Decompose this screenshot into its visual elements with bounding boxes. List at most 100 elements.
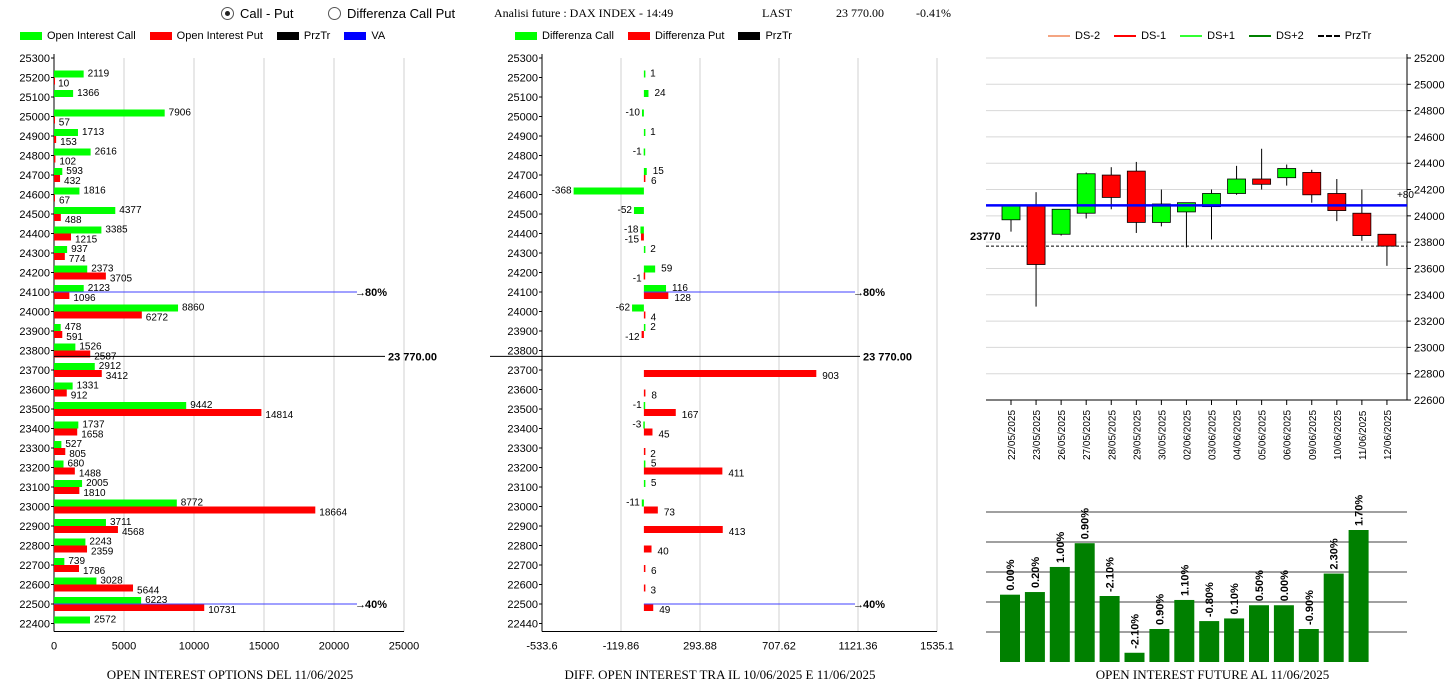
bar-call <box>54 441 62 448</box>
bar-call <box>54 148 91 156</box>
bar-diff-call <box>633 207 644 214</box>
bar-diff-put <box>643 409 676 416</box>
future-bar <box>1298 629 1319 662</box>
bar-diff-call-label: 24 <box>654 88 666 99</box>
y-tick-label: 24600 <box>1414 132 1445 144</box>
bar-diff-put <box>641 233 644 241</box>
y-tick-label: 23800 <box>1414 237 1445 249</box>
radio-call-put[interactable]: Call - Put <box>221 6 293 21</box>
legend-item-call: Open Interest Call <box>20 30 136 42</box>
y-tick-label: 24000 <box>19 307 50 319</box>
y-tick-label: 24100 <box>507 287 538 299</box>
bar-put-label: 2587 <box>94 352 117 363</box>
bar-put <box>54 272 106 280</box>
bar-put <box>54 194 55 202</box>
x-tick-label: 5000 <box>112 641 136 653</box>
x-tick-label: 06/06/2025 <box>1283 410 1294 460</box>
y-tick-label: 24800 <box>507 151 538 163</box>
bar-put-label: 3412 <box>106 371 129 382</box>
future-bar <box>1224 618 1245 662</box>
x-tick-label: 26/05/2025 <box>1057 410 1068 460</box>
bar-call-label: 3028 <box>100 576 123 587</box>
y-tick-label: 23300 <box>507 443 538 455</box>
future-open-interest-chart: 0.00% 0.20% 1.00% 0.90% -2.10% -2.10% 0.90% 1.1… <box>986 495 1407 662</box>
future-bar <box>1099 596 1120 662</box>
y-tick-label: 24700 <box>507 170 538 182</box>
y-tick-label: 24100 <box>19 287 50 299</box>
annotation-arrow: → <box>853 599 864 611</box>
candle-body <box>1202 193 1221 208</box>
bar-diff-call <box>643 402 646 409</box>
x-tick-label: 02/06/2025 <box>1182 410 1193 460</box>
x-tick-label: 11/06/2025 <box>1358 410 1369 460</box>
y-tick-label: 24600 <box>507 190 538 202</box>
x-tick-label: 29/05/2025 <box>1132 410 1143 460</box>
bar-call <box>54 577 97 585</box>
bar-put <box>54 487 80 494</box>
x-tick-label: 12/06/2025 <box>1383 410 1394 460</box>
future-bar <box>1024 592 1045 662</box>
future-bar <box>1323 573 1344 662</box>
x-tick-label: 22/05/2025 <box>1007 410 1018 460</box>
bar-put <box>54 389 67 397</box>
bar-diff-put-label: -12 <box>625 332 640 343</box>
radio-differenza-label: Differenza Call Put <box>347 6 456 21</box>
future-bar-label: 1.00% <box>1055 532 1067 563</box>
caption-future: OPEN INTEREST FUTURE AL 11/06/2025 <box>1095 667 1330 682</box>
legend-diff: Differenza Call Differenza Put PrzTr <box>515 30 806 42</box>
diff-open-interest-chart: -533.6 -119.86 293.88 707.62 1121.36 1535.125… <box>490 53 954 653</box>
y-tick-label: 23600 <box>19 385 50 397</box>
x-tick-label: 04/06/2025 <box>1233 410 1244 460</box>
radio-call-put-label: Call - Put <box>240 6 294 21</box>
x-tick-label: 10/06/2025 <box>1333 410 1344 460</box>
bar-put-label: 10 <box>58 79 70 90</box>
bar-put-label: 18664 <box>319 508 347 519</box>
bar-diff-put-label: 6 <box>651 566 657 577</box>
bar-put-label: 1786 <box>83 566 106 577</box>
candle-body <box>1001 204 1021 221</box>
y-tick-label: 24300 <box>507 248 538 260</box>
bar-call-label: 2616 <box>95 147 118 158</box>
bar-call-label: 680 <box>68 459 85 470</box>
future-bar <box>1049 566 1070 662</box>
bar-put <box>54 331 63 338</box>
bar-call-label: 2123 <box>88 283 111 294</box>
bar-put-label: 10731 <box>208 605 236 616</box>
radio-differenza[interactable]: Differenza Call Put <box>328 6 455 21</box>
bar-call-label: 2373 <box>91 264 114 275</box>
bar-diff-call <box>643 90 649 97</box>
bar-put <box>54 155 56 163</box>
future-bar <box>1074 543 1095 662</box>
bar-diff-put-label: 2 <box>650 449 656 460</box>
bar-put-label: 1215 <box>75 235 98 246</box>
bar-put-label: 2359 <box>91 547 114 558</box>
y-tick-label: 24000 <box>507 307 538 319</box>
bar-put <box>54 545 88 553</box>
bar-diff-put-label: 3 <box>650 586 656 597</box>
bar-call-label: 1366 <box>77 88 100 99</box>
candle-body <box>1277 168 1297 179</box>
x-tick-label: 15000 <box>249 641 280 653</box>
y-tick-label: 22500 <box>507 599 538 611</box>
bar-call <box>54 246 68 253</box>
y-tick-label: 23100 <box>507 482 538 494</box>
y-tick-label: 24900 <box>19 131 50 143</box>
future-bar-label: 0.20% <box>1030 557 1042 588</box>
bar-call-label: 2119 <box>88 69 110 80</box>
y-tick-label: 24800 <box>19 151 50 163</box>
y-tick-label: 22800 <box>1414 369 1445 381</box>
y-tick-label: 23500 <box>19 404 50 416</box>
bar-call <box>54 363 95 370</box>
bar-diff-call-label: -18 <box>624 225 639 236</box>
bar-put <box>54 292 70 299</box>
bar-put-label: 67 <box>59 196 71 207</box>
future-bar-label: 0.10% <box>1229 583 1241 614</box>
bar-call <box>54 421 79 429</box>
legend-item-prztr: PrzTr <box>276 30 330 42</box>
bar-diff-put-label: 8 <box>651 391 657 402</box>
x-tick-label: 25000 <box>389 641 420 653</box>
bar-put <box>54 506 316 514</box>
bar-diff-put-label: 6 <box>651 176 657 187</box>
annotation-label: 80% <box>365 287 387 299</box>
legend-item-ds-2: DS-2 <box>1048 30 1100 42</box>
